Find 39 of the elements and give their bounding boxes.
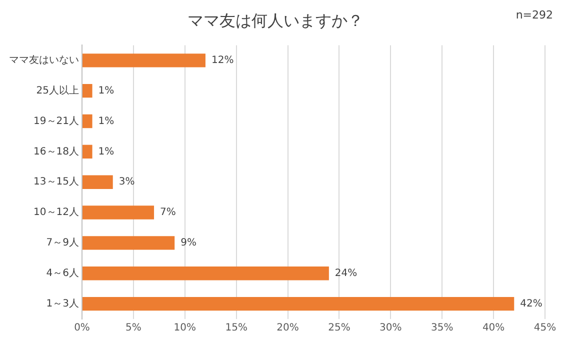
bar [82, 266, 329, 280]
x-tick-label: 30% [380, 322, 402, 334]
x-tick-label: 20% [276, 322, 299, 334]
y-tick-label: 1～3人 [46, 298, 79, 310]
x-tick-label: 25% [328, 322, 350, 334]
bar [82, 54, 206, 68]
bar [82, 206, 154, 220]
x-tick-label: 15% [225, 322, 248, 334]
x-tick-label: 35% [430, 322, 454, 334]
y-tick-label: 13～15人 [34, 176, 79, 188]
data-label: 24% [334, 268, 358, 279]
data-label: 1% [98, 85, 114, 96]
x-tick-label: 10% [174, 322, 196, 334]
data-label: 1% [98, 116, 114, 127]
y-tick-label: ママ友はいない [9, 55, 79, 66]
bar [82, 236, 175, 250]
y-tick-label: 25人以上 [36, 84, 79, 96]
x-tick-label: 5% [126, 322, 142, 334]
bar [82, 296, 514, 311]
chart-title: ママ友は何人いますか？ [188, 10, 364, 30]
data-label: 1% [98, 146, 114, 158]
y-tick-label: 19～21人 [34, 116, 79, 127]
data-label: 12% [211, 55, 234, 66]
x-tick-label: 45% [534, 322, 556, 334]
y-tick-label: 7～9人 [46, 238, 79, 249]
bar [82, 84, 92, 98]
x-tick-label: 0% [74, 322, 90, 334]
y-tick-label: 10～12人 [34, 207, 79, 218]
data-label: 3% [118, 176, 135, 188]
text: n=292 [516, 8, 553, 22]
y-tick-label: 16～18人 [34, 146, 79, 158]
bar [82, 114, 92, 128]
data-label: 9% [180, 238, 196, 249]
data-label: 42% [520, 298, 542, 310]
y-tick-label: 4～6人 [46, 268, 79, 279]
x-tick-label: 40% [482, 322, 505, 334]
data-label: 7% [160, 207, 176, 218]
bar [82, 175, 113, 189]
bar [82, 144, 92, 159]
